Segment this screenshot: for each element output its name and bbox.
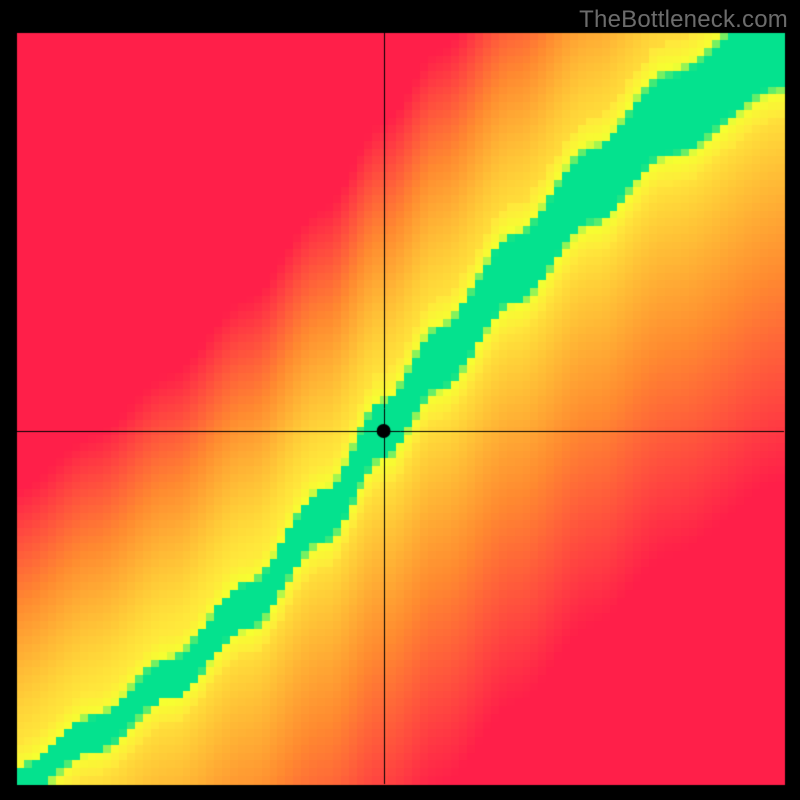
heatmap-canvas (0, 0, 800, 800)
watermark-text: TheBottleneck.com (579, 6, 788, 34)
bottleneck-heatmap: TheBottleneck.com (0, 0, 800, 800)
